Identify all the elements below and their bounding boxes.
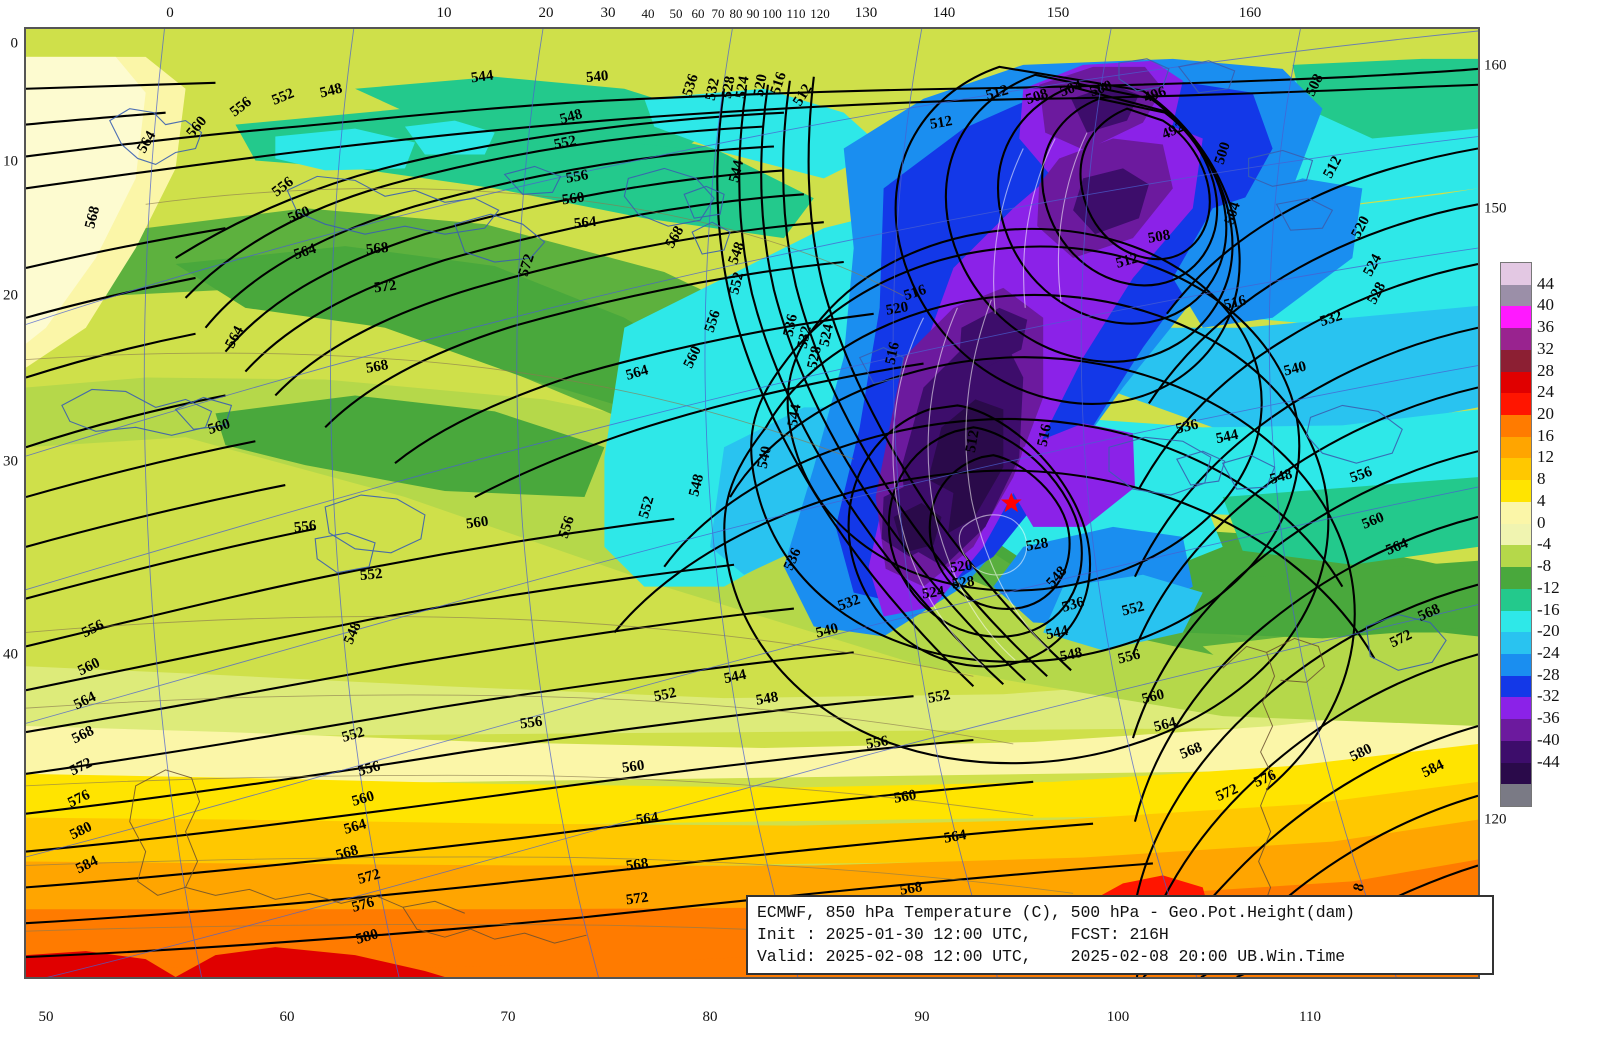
colorbar-cell: [1501, 523, 1531, 546]
colorbar-label: -40: [1537, 729, 1560, 749]
colorbar-label: 8: [1537, 469, 1546, 489]
colorbar-cell: [1501, 740, 1531, 763]
colorbar-label: 4: [1537, 490, 1546, 510]
colorbar-label: -16: [1537, 599, 1560, 619]
colorbar-cell: [1501, 393, 1531, 416]
colorbar-cell: [1501, 415, 1531, 437]
colorbar-label: 36: [1537, 317, 1554, 337]
colorbar-label: -28: [1537, 664, 1560, 684]
colorbar-cell: [1501, 306, 1531, 329]
colorbar-cell: [1501, 328, 1531, 350]
caption-line-title: ECMWF, 850 hPa Temperature (C), 500 hPa …: [757, 903, 1355, 922]
colorbar-cell: [1501, 762, 1531, 785]
colorbar-cell: [1501, 545, 1531, 568]
temperature-shading-layer: [26, 29, 1478, 977]
colorbar-cell: [1501, 719, 1531, 741]
colorbar-cell: [1501, 675, 1531, 698]
colorbar-cell: [1501, 263, 1531, 285]
coastline-layer: [61, 58, 1447, 671]
lat-lon-graticule: [26, 29, 1478, 977]
colorbar-cell: [1501, 349, 1531, 372]
colorbar-label: 24: [1537, 382, 1554, 402]
colorbar-cell: [1501, 371, 1531, 394]
station-marker: [1000, 492, 1022, 513]
colorbar-cell: [1501, 653, 1531, 676]
caption-line-init: Init : 2025-01-30 12:00 UTC, FCST: 216H: [757, 924, 1169, 944]
colorbar-tick-labels: 44 40 36 32 28 24 20 16 12 8 4 0 -4 -8 -12 -16 -20 -24 -28…: [1537, 262, 1597, 805]
colorbar-label: 20: [1537, 404, 1554, 424]
colorbar-cell: [1501, 501, 1531, 524]
colorbar-cell: [1501, 458, 1531, 481]
colorbar-cell: [1501, 610, 1531, 633]
colorbar-label: 0: [1537, 512, 1546, 532]
colorbar-label: -44: [1537, 751, 1560, 771]
colorbar-cell: [1501, 567, 1531, 589]
colorbar-label: -4: [1537, 534, 1552, 554]
colorbar-cell: [1501, 632, 1531, 654]
chart-caption: ECMWF, 850 hPa Temperature (C), 500 hPa …: [746, 895, 1494, 976]
colorbar-cell: [1501, 436, 1531, 459]
colorbar-cell: [1501, 697, 1531, 720]
colorbar-label: -20: [1537, 621, 1560, 641]
colorbar-cell: [1501, 784, 1531, 806]
map-canvas: [26, 29, 1478, 977]
colorbar-cell: [1501, 588, 1531, 611]
colorbar-label: 16: [1537, 425, 1554, 445]
colorbar-label: -24: [1537, 642, 1560, 662]
colorbar-label: 32: [1537, 338, 1554, 358]
colorbar-label: -8: [1537, 556, 1552, 576]
colorbar-label: -32: [1537, 686, 1560, 706]
colorbar-cell: [1501, 284, 1531, 307]
map-plot-area[interactable]: 568 564 560 556 552 548 544 540 536 532 …: [24, 27, 1480, 979]
colorbar-label: 44: [1537, 273, 1554, 293]
colorbar-label: -36: [1537, 708, 1560, 728]
caption-line-valid: Valid: 2025-02-08 12:00 UTC, 2025-02-08 …: [757, 946, 1346, 966]
colorbar-label: 40: [1537, 295, 1554, 315]
colorbar-cell: [1501, 480, 1531, 502]
colorbar-label: 12: [1537, 447, 1554, 467]
colorbar-label: -12: [1537, 577, 1560, 597]
geopotential-contours: [26, 65, 1478, 977]
temperature-colorbar[interactable]: [1500, 262, 1532, 807]
colorbar-label: 28: [1537, 360, 1554, 380]
